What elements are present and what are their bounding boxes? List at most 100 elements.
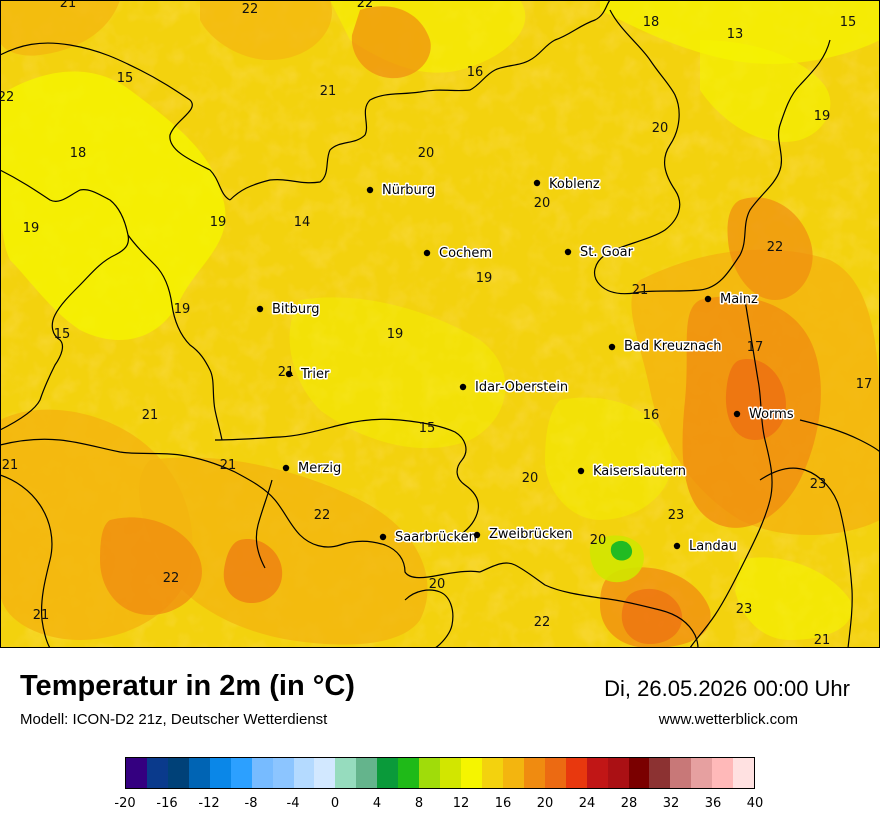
- value-label: 21: [814, 633, 831, 648]
- city-dot-cochem: [423, 249, 431, 257]
- value-label: 21: [320, 84, 337, 99]
- legend-tick-label: 20: [536, 796, 554, 811]
- border-line-baden: [799, 419, 880, 453]
- city-label-st-goar: St. Goar: [580, 245, 634, 260]
- city-dot-mainz: [704, 295, 712, 303]
- legend-swatch: [628, 758, 650, 788]
- value-label: 21: [142, 408, 159, 423]
- value-label: 22: [163, 571, 180, 586]
- model-info: Modell: ICON-D2 21z, Deutscher Wetterdie…: [20, 711, 328, 728]
- city-label-zweibruecken: Zweibrücken: [489, 527, 572, 542]
- legend-swatch: [188, 758, 210, 788]
- border-line-north-west: [0, 42, 231, 201]
- map-title: Temperatur in 2m (in °C): [20, 670, 355, 702]
- legend-swatch: [251, 758, 273, 788]
- city-label-bad-kreuznach: Bad Kreuznach: [624, 339, 722, 354]
- border-line-saarland-south: [0, 438, 481, 579]
- city-dot-saarbruecken: [379, 533, 387, 541]
- legend-tick-label: 12: [452, 796, 470, 811]
- city-label-trier: Trier: [300, 367, 330, 382]
- legend-swatch: [419, 758, 441, 788]
- border-line-eifel: [229, 0, 611, 201]
- value-label: 21: [33, 608, 50, 623]
- city-label-idar-oberstein: Idar-Oberstein: [475, 380, 568, 395]
- value-label: 19: [210, 215, 227, 230]
- legend-swatch: [481, 758, 503, 788]
- band-24-26-south-west: [223, 539, 283, 604]
- legend-tick-label: 40: [746, 796, 764, 811]
- border-line-lorraine-2: [404, 589, 454, 648]
- value-label: 19: [174, 302, 191, 317]
- value-label: 15: [840, 15, 857, 30]
- city-label-bitburg: Bitburg: [272, 302, 320, 317]
- band-16-18-pfalz: [545, 397, 672, 520]
- legend-swatch: [523, 758, 545, 788]
- value-label: 20: [418, 146, 435, 161]
- city-dot-worms: [733, 410, 741, 418]
- legend-swatch: [377, 758, 399, 788]
- value-label: 18: [643, 15, 660, 30]
- value-label: 19: [23, 221, 40, 236]
- legend-swatch: [461, 758, 482, 788]
- band-16-18-north-east-rim: [700, 40, 831, 142]
- value-label: 20: [652, 121, 669, 136]
- border-line-luxembourg-east: [127, 234, 223, 441]
- value-label: 15: [117, 71, 134, 86]
- city-label-mainz: Mainz: [720, 292, 758, 307]
- city-dot-zweibruecken: [473, 531, 481, 539]
- legend-swatch: [230, 758, 252, 788]
- footer: Temperatur in 2m (in °C) Modell: ICON-D2…: [0, 648, 880, 830]
- value-label: 22: [357, 0, 374, 11]
- city-dot-kaiserslautern: [577, 467, 585, 475]
- value-label: 20: [522, 471, 539, 486]
- border-line-rhine: [689, 299, 773, 648]
- value-label: 15: [54, 327, 71, 342]
- value-labels: 21 22 22 18 15 13 15 16 22 21 20 19 18 2…: [0, 0, 872, 648]
- legend-swatch: [607, 758, 629, 788]
- legend-tick-label: 8: [414, 796, 424, 811]
- city-dot-nuerburg: [366, 186, 374, 194]
- forecast-datetime: Di, 26.05.2026 00:00 Uhr: [604, 676, 850, 701]
- color-legend: [125, 757, 755, 789]
- value-label: 19: [387, 327, 404, 342]
- city-dot-landau: [673, 542, 681, 550]
- border-line-kraichgau: [759, 467, 853, 648]
- value-label: 22: [242, 2, 259, 17]
- city-dot-trier: [285, 370, 293, 378]
- legend-swatch: [167, 758, 189, 788]
- website-link[interactable]: www.wetterblick.com: [658, 711, 798, 728]
- value-label: 23: [736, 602, 753, 617]
- value-label: 20: [590, 533, 607, 548]
- border-line-sarre-river: [255, 479, 273, 569]
- legend-swatch: [733, 758, 755, 788]
- band-16-18-west: [0, 71, 226, 340]
- legend-swatch: [502, 758, 524, 788]
- border-line-luxembourg-west: [0, 169, 130, 431]
- value-label: 21: [220, 458, 237, 473]
- band-20-22-south: [139, 457, 428, 645]
- value-label: 19: [814, 109, 831, 124]
- value-label: 22: [0, 90, 14, 105]
- city-label-merzig: Merzig: [298, 461, 341, 476]
- legend-swatch: [649, 758, 671, 788]
- city-label-saarbruecken: Saarbrücken: [395, 530, 477, 545]
- band-16-18-hunsrueck: [289, 297, 506, 449]
- value-label: 21: [2, 458, 19, 473]
- band-20-22-north-west: [0, 0, 120, 56]
- value-label: 20: [429, 577, 446, 592]
- value-label: 15: [419, 421, 436, 436]
- legend-tick-label: -16: [156, 796, 178, 811]
- value-label: 17: [856, 377, 873, 392]
- band-24-26-east: [725, 359, 786, 440]
- value-label: 22: [314, 508, 331, 523]
- legend-tick-label: 24: [578, 796, 596, 811]
- temperature-map[interactable]: 21 22 22 18 15 13 15 16 22 21 20 19 18 2…: [0, 0, 880, 648]
- legend-swatch: [670, 758, 692, 788]
- legend-tick-label: 32: [662, 796, 680, 811]
- border-line-nahe: [639, 39, 831, 293]
- borders: [0, 0, 880, 648]
- city-markers: Nürburg Koblenz Cochem St. Goar Bitburg …: [256, 176, 795, 556]
- band-22-24-saar: [100, 517, 202, 615]
- legend-swatch: [272, 758, 294, 788]
- city-label-kaiserslautern: Kaiserslautern: [593, 464, 686, 479]
